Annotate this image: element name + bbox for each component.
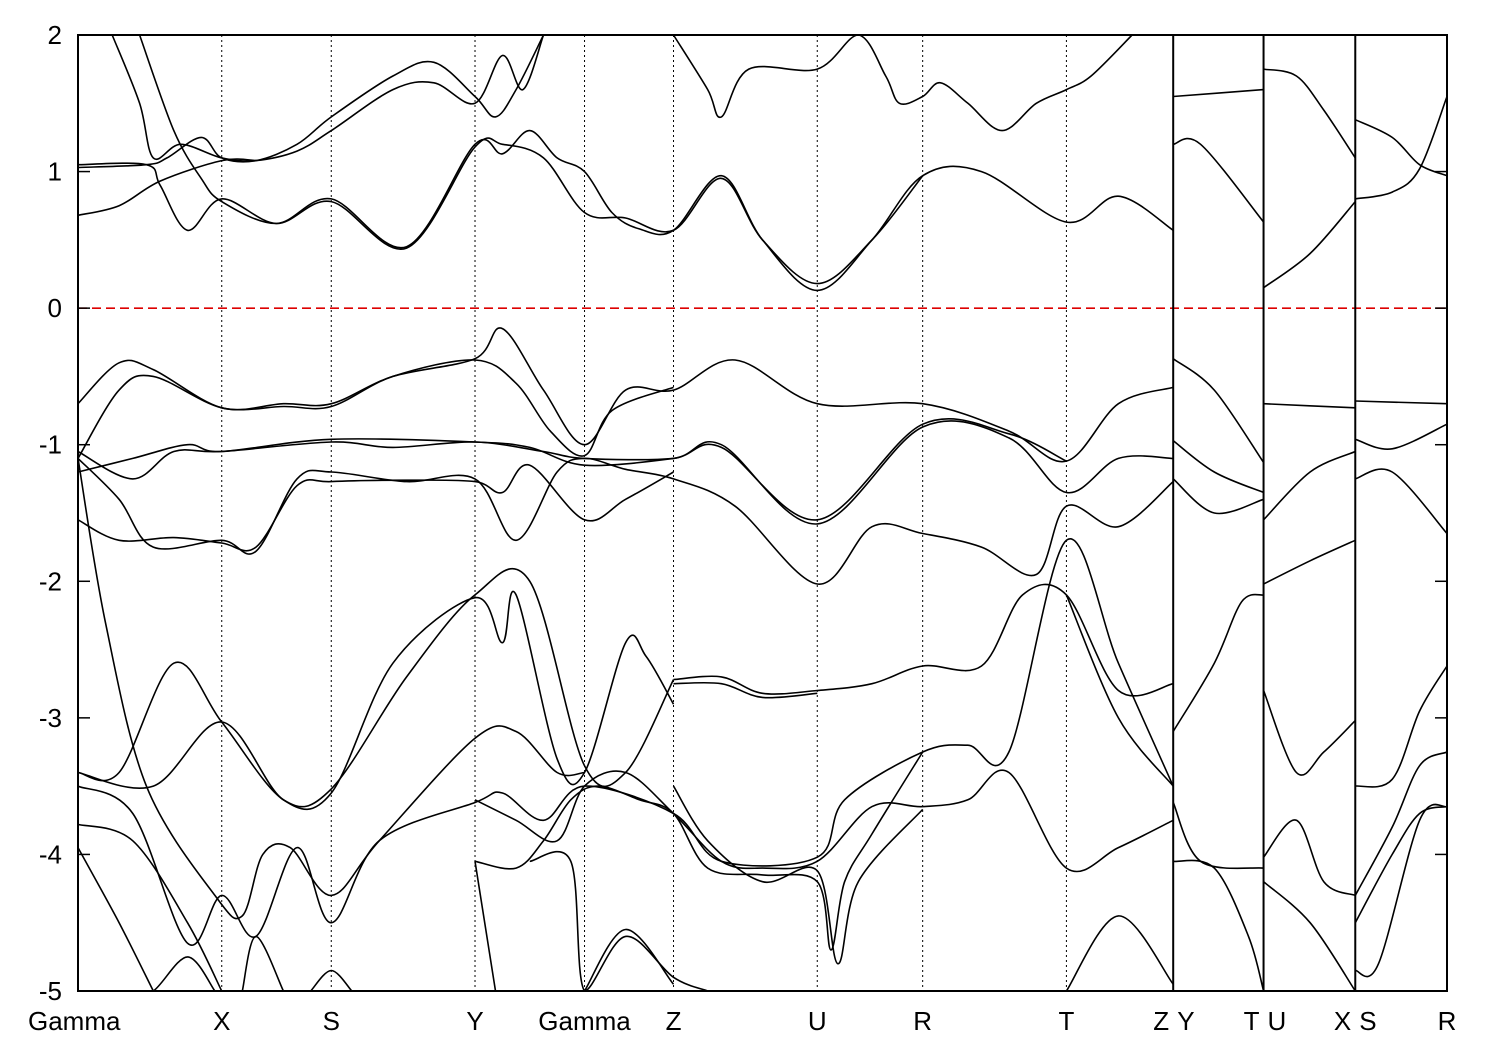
band-line-41	[1065, 915, 1174, 992]
band-line-51	[1355, 803, 1448, 978]
kpath-label: S	[1359, 1006, 1376, 1036]
band-line-20	[77, 464, 674, 552]
kpath-label: Y	[1177, 1006, 1194, 1036]
y-tick-label: -2	[39, 566, 62, 596]
band-line-53	[241, 935, 285, 992]
band-line-13	[77, 359, 674, 459]
band-line-34	[77, 847, 155, 992]
band-line-11	[1355, 96, 1448, 200]
y-tick-label: -1	[39, 430, 62, 460]
kpath-label: R	[1438, 1006, 1457, 1036]
band-line-21	[1172, 478, 1264, 515]
band-line-33	[77, 823, 223, 992]
band-lines	[77, 34, 1448, 992]
band-line-27	[77, 458, 585, 920]
band-line-19	[77, 457, 1174, 585]
band-line-10	[1354, 118, 1448, 177]
band-line-38	[529, 850, 708, 992]
band-line-45	[1262, 690, 1356, 776]
band-line-16	[1355, 400, 1448, 405]
plot-frame	[77, 34, 1448, 992]
band-line-8	[1263, 68, 1356, 159]
band-line-42	[1172, 593, 1264, 732]
band-line-7	[1172, 137, 1265, 223]
band-line-22	[1172, 439, 1264, 494]
y-tick-label: -3	[39, 703, 62, 733]
band-line-44	[1173, 859, 1265, 992]
kpath-label: Z	[666, 1006, 682, 1036]
high-symmetry-lines	[221, 35, 1067, 991]
kpath-label: U	[808, 1006, 827, 1036]
band-line-0	[77, 34, 545, 169]
band-line-31	[673, 681, 818, 699]
band-line-29	[77, 567, 675, 808]
band-line-40	[1065, 594, 1174, 787]
band-line-46	[1262, 819, 1356, 897]
band-line-47	[1263, 881, 1356, 992]
band-line-15	[1263, 402, 1356, 409]
band-line-2	[77, 158, 257, 217]
band-line-18	[77, 417, 1067, 521]
kpath-label: Z	[1153, 1006, 1169, 1036]
y-tick-label: -4	[39, 839, 62, 869]
y-tick-label: -5	[39, 976, 62, 1006]
y-tick-label: 1	[48, 157, 62, 187]
kpath-label: U	[1268, 1006, 1287, 1036]
band-line-32	[77, 537, 1174, 947]
band-line-54	[310, 969, 353, 992]
band-line-39	[672, 785, 924, 965]
kpath-label: Gamma	[28, 1006, 121, 1036]
band-line-48	[1355, 665, 1448, 788]
band-line-4	[77, 137, 924, 285]
band-line-5	[672, 34, 1133, 132]
kpath-label: Gamma	[538, 1006, 631, 1036]
kpath-label: R	[913, 1006, 932, 1036]
band-line-36	[474, 751, 924, 951]
kpath-label: T	[1058, 1006, 1074, 1036]
kpath-label: X	[213, 1006, 230, 1036]
segment-break-lines	[1172, 35, 1357, 991]
y-tick-label: 0	[48, 293, 62, 323]
band-line-55	[583, 928, 675, 992]
band-line-35	[474, 769, 1174, 873]
band-line-26	[1355, 468, 1448, 535]
band-line-23	[1263, 450, 1356, 521]
kpath-label: T	[1244, 1006, 1260, 1036]
band-line-9	[1263, 201, 1356, 289]
y-tick-labels: -5 -4 -3 -2 -1 0 1 2	[39, 20, 62, 1006]
band-line-1	[111, 34, 545, 162]
band-line-25	[1355, 423, 1448, 450]
band-line-50	[1354, 805, 1448, 924]
kpath-label: S	[323, 1006, 340, 1036]
kpath-label: Y	[466, 1006, 483, 1036]
kpath-labels: Gamma X S Y Gamma Z U R T Z Y T U X S R	[28, 1006, 1456, 1036]
band-line-30	[673, 583, 1174, 697]
band-line-24	[1263, 539, 1356, 585]
band-line-14	[1172, 358, 1265, 463]
kpath-label: X	[1334, 1006, 1351, 1036]
band-line-49	[1354, 751, 1448, 896]
y-tick-label: 2	[48, 20, 62, 50]
band-line-6	[1173, 88, 1264, 98]
band-line-37	[474, 861, 497, 992]
